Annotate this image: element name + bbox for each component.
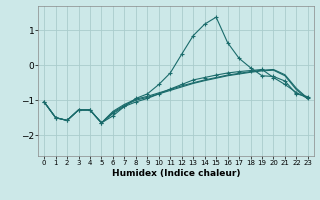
X-axis label: Humidex (Indice chaleur): Humidex (Indice chaleur) bbox=[112, 169, 240, 178]
